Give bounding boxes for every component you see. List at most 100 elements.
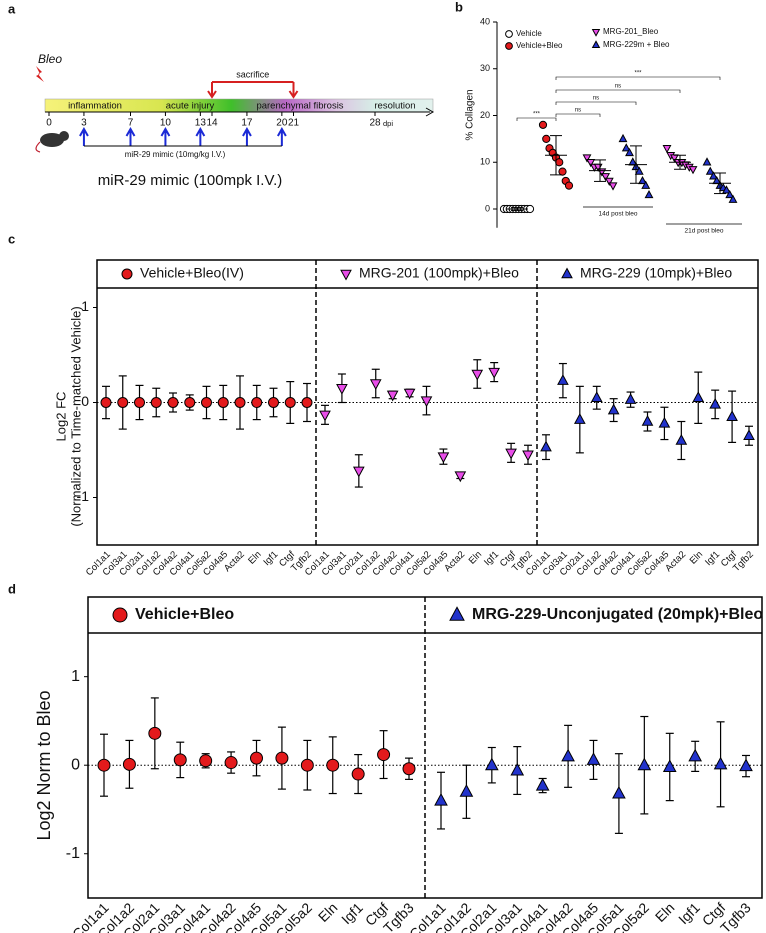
legend-marker: [505, 30, 513, 38]
bleo-bolt: [36, 66, 44, 82]
data-point: [557, 374, 569, 385]
plot-frame: [87, 596, 763, 899]
mouse-tail: [35, 141, 41, 153]
data-point: [625, 147, 634, 157]
data-point: [618, 133, 628, 143]
data-point: [488, 367, 501, 379]
x-tick-label: Igf1: [675, 899, 703, 927]
phase-label: inflammation: [68, 101, 122, 112]
data-point: [564, 181, 574, 190]
data-point: [173, 753, 187, 767]
data-point: [728, 194, 738, 203]
data-point: [702, 157, 712, 166]
phase-label: parenchymal fibrosis: [256, 101, 343, 112]
data-point: [662, 145, 672, 154]
panel-label: d: [8, 581, 16, 596]
sig-bracket: [555, 113, 601, 117]
x-tick-label: Igf1: [261, 549, 280, 568]
legend-marker: [340, 269, 352, 281]
data-point: [601, 173, 611, 182]
day-label: 13: [195, 118, 207, 129]
dose-label: miR-29 mimic (10mg/kg I.V.): [125, 150, 226, 159]
data-point: [434, 792, 448, 806]
data-point: [713, 756, 728, 770]
y-axis-label: % Collagen: [465, 89, 476, 140]
data-point: [199, 754, 213, 768]
data-point: [484, 757, 499, 771]
legend-label: Vehicle+Bleo(IV): [140, 265, 244, 281]
data-point: [705, 166, 715, 175]
dose-arrow: [160, 126, 171, 146]
data-point: [634, 166, 644, 175]
mouse-head: [59, 131, 69, 141]
x-tick-label: Eln: [688, 549, 705, 566]
data-point: [621, 143, 631, 152]
dose-arrow: [79, 126, 89, 146]
data-point: [658, 416, 671, 428]
data-point: [505, 448, 517, 460]
data-point: [459, 784, 474, 797]
legend-label: Vehicle: [516, 29, 542, 38]
phase-label: resolution: [374, 101, 415, 112]
data-point: [201, 397, 212, 408]
data-point: [608, 182, 618, 191]
day-label: 17: [241, 118, 253, 129]
data-point: [300, 758, 314, 772]
sig-bracket: [555, 89, 681, 93]
data-point: [471, 369, 484, 381]
data-point: [510, 762, 525, 776]
data-point: [662, 759, 677, 772]
data-point: [336, 384, 348, 395]
data-point: [100, 397, 112, 408]
data-point: [224, 756, 238, 770]
data-point: [709, 171, 718, 180]
data-point: [319, 410, 331, 422]
data-point: [637, 757, 652, 771]
sig-label: ns: [593, 96, 599, 102]
day-label: 21: [288, 118, 300, 129]
dose-arrow: [242, 126, 252, 146]
data-point: [454, 471, 467, 483]
x-tick-label: Igf1: [338, 899, 366, 927]
y-axis-label: Log2 FC: [53, 392, 68, 442]
data-point: [377, 748, 391, 762]
data-point: [739, 758, 753, 772]
data-point: [250, 751, 263, 765]
y-tick-label: 1: [71, 668, 80, 685]
data-point: [582, 154, 592, 163]
panel-label: a: [8, 1, 16, 16]
data-point: [709, 397, 722, 409]
phase-label: acute injury: [166, 101, 215, 112]
sig-label: ns: [575, 108, 581, 114]
day-label: 3: [81, 118, 87, 129]
sacrifice-arrow: [207, 82, 217, 99]
data-point: [688, 166, 698, 175]
y-tick-label: 20: [480, 110, 490, 120]
data-point: [604, 177, 614, 186]
data-point: [644, 189, 654, 199]
sig-bracket: [555, 101, 637, 105]
y-tick-label: 10: [480, 157, 490, 167]
y-tick-label: 0: [71, 756, 80, 773]
data-point: [726, 410, 738, 421]
data-point: [403, 388, 416, 400]
data-point: [624, 393, 637, 404]
sig-label: ***: [634, 71, 642, 77]
day-label: 7: [128, 118, 134, 129]
x-tick-label: Eln: [467, 549, 484, 566]
legend-marker: [121, 268, 133, 280]
data-point: [558, 167, 567, 176]
y-tick-label: -1: [77, 488, 90, 504]
y-axis-label: Log2 Norm to Bleo: [34, 690, 54, 840]
data-point: [573, 413, 586, 424]
data-point: [386, 390, 399, 402]
data-point: [542, 134, 551, 143]
data-point: [352, 466, 365, 478]
data-point: [167, 397, 179, 408]
x-tick-label: Eln: [652, 899, 678, 925]
data-point: [268, 397, 279, 408]
data-point: [725, 189, 735, 199]
data-point: [607, 403, 620, 415]
legend-label: MRG-229-Unconjugated (20mpk)+Bleo: [472, 606, 763, 623]
